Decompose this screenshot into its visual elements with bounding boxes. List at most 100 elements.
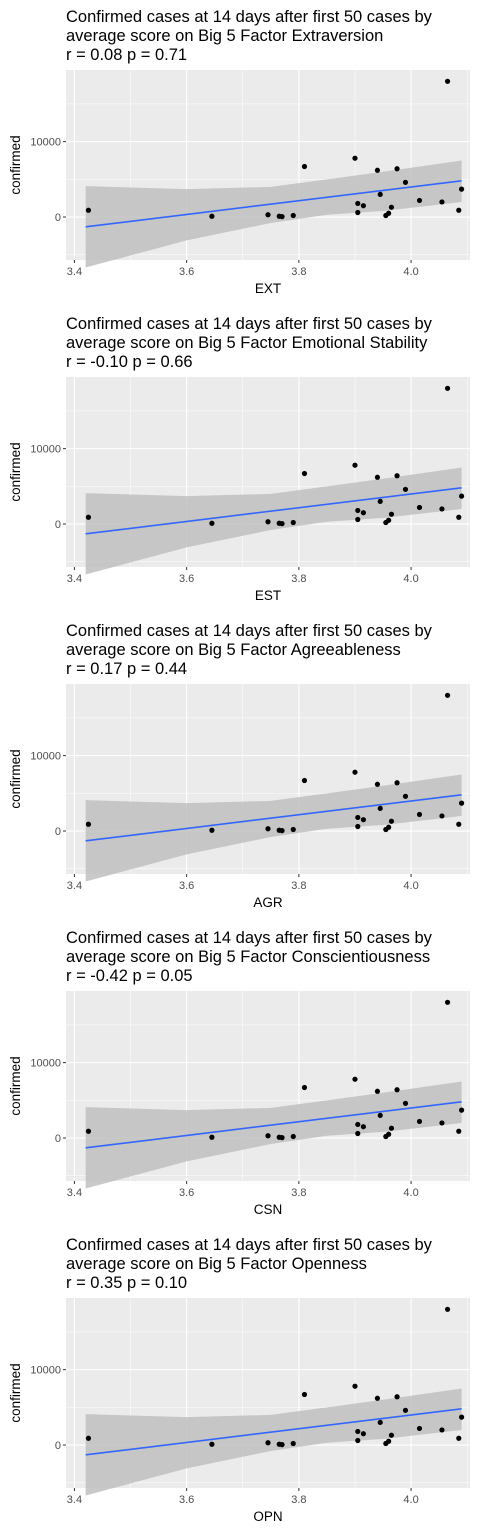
data-point — [209, 828, 214, 833]
x-tick-label: 4.0 — [403, 880, 418, 892]
data-point — [86, 515, 91, 520]
x-tick-label: 3.8 — [291, 1187, 306, 1199]
y-tick-label: 10000 — [30, 137, 61, 149]
data-point — [265, 212, 270, 217]
data-point — [459, 494, 464, 499]
data-point — [209, 1135, 214, 1140]
data-point — [86, 208, 91, 213]
data-point — [279, 1442, 284, 1447]
chart-title-line: r = 0.08 p = 0.71 — [66, 46, 187, 64]
data-point — [355, 824, 360, 829]
data-point — [355, 1429, 360, 1434]
chart-title-line: r = -0.42 p = 0.05 — [66, 967, 193, 985]
data-point — [386, 518, 391, 523]
chart-title-line: average score on Big 5 Factor Emotional … — [66, 334, 428, 352]
data-point — [403, 794, 408, 799]
chart-title-line: r = 0.35 p = 0.10 — [66, 1274, 187, 1292]
data-point — [403, 180, 408, 185]
data-point — [265, 1440, 270, 1445]
x-tick-label: 3.8 — [291, 573, 306, 585]
data-point — [265, 1133, 270, 1138]
chart-title-line: average score on Big 5 Factor Conscienti… — [66, 948, 430, 966]
data-point — [459, 801, 464, 806]
data-point — [403, 487, 408, 492]
data-point — [445, 693, 450, 698]
data-point — [291, 213, 296, 218]
data-point — [291, 1441, 296, 1446]
y-tick-label: 10000 — [30, 444, 61, 456]
data-point — [302, 778, 307, 783]
data-point — [389, 1126, 394, 1131]
x-axis-title: OPN — [253, 1509, 282, 1524]
data-point — [86, 822, 91, 827]
data-point — [394, 1087, 399, 1092]
data-point — [302, 471, 307, 476]
chart-title-line: r = -0.10 p = 0.66 — [66, 353, 193, 371]
data-point — [456, 1129, 461, 1134]
scatter-chart: Confirmed cases at 14 days after first 5… — [0, 307, 480, 614]
data-point — [352, 1077, 357, 1082]
data-point — [403, 1101, 408, 1106]
data-point — [279, 214, 284, 219]
data-point — [279, 521, 284, 526]
data-point — [394, 1394, 399, 1399]
data-point — [394, 780, 399, 785]
x-tick-label: 3.6 — [179, 266, 194, 278]
data-point — [279, 1135, 284, 1140]
x-tick-label: 3.8 — [291, 880, 306, 892]
chart-panel: Confirmed cases at 14 days after first 5… — [0, 0, 480, 307]
data-point — [355, 1438, 360, 1443]
chart-title-line: r = 0.17 p = 0.44 — [66, 660, 187, 678]
scatter-chart: Confirmed cases at 14 days after first 5… — [0, 0, 480, 307]
data-point — [355, 1131, 360, 1136]
data-point — [394, 473, 399, 478]
data-point — [375, 168, 380, 173]
data-point — [361, 1431, 366, 1436]
data-point — [378, 1113, 383, 1118]
data-point — [378, 499, 383, 504]
x-axis-title: EXT — [255, 281, 281, 296]
data-point — [445, 79, 450, 84]
data-point — [417, 505, 422, 510]
data-point — [459, 187, 464, 192]
data-point — [361, 203, 366, 208]
chart-title-line: Confirmed cases at 14 days after first 5… — [66, 8, 433, 26]
x-tick-label: 4.0 — [403, 1187, 418, 1199]
data-point — [355, 508, 360, 513]
data-point — [375, 1089, 380, 1094]
data-point — [352, 1384, 357, 1389]
data-point — [389, 512, 394, 517]
chart-panel: Confirmed cases at 14 days after first 5… — [0, 1228, 480, 1535]
data-point — [456, 208, 461, 213]
chart-title-line: Confirmed cases at 14 days after first 5… — [66, 622, 433, 640]
x-tick-label: 3.6 — [179, 573, 194, 585]
data-point — [375, 475, 380, 480]
data-point — [439, 813, 444, 818]
data-point — [355, 815, 360, 820]
chart-panel: Confirmed cases at 14 days after first 5… — [0, 307, 480, 614]
scatter-chart: Confirmed cases at 14 days after first 5… — [0, 1228, 480, 1535]
data-point — [361, 817, 366, 822]
data-point — [291, 520, 296, 525]
chart-title-line: Confirmed cases at 14 days after first 5… — [66, 1236, 433, 1254]
data-point — [445, 1000, 450, 1005]
data-point — [209, 521, 214, 526]
data-point — [355, 201, 360, 206]
y-tick-label: 10000 — [30, 751, 61, 763]
x-tick-label: 3.4 — [67, 880, 82, 892]
data-point — [378, 806, 383, 811]
x-tick-label: 3.8 — [291, 266, 306, 278]
data-point — [352, 156, 357, 161]
data-point — [456, 1436, 461, 1441]
data-point — [403, 1408, 408, 1413]
data-point — [86, 1436, 91, 1441]
y-tick-label: 0 — [55, 212, 61, 224]
y-tick-label: 0 — [55, 826, 61, 838]
data-point — [417, 1426, 422, 1431]
chart-title-line: average score on Big 5 Factor Agreeablen… — [66, 641, 401, 659]
data-point — [439, 199, 444, 204]
data-point — [459, 1415, 464, 1420]
data-point — [361, 1124, 366, 1129]
data-point — [386, 825, 391, 830]
